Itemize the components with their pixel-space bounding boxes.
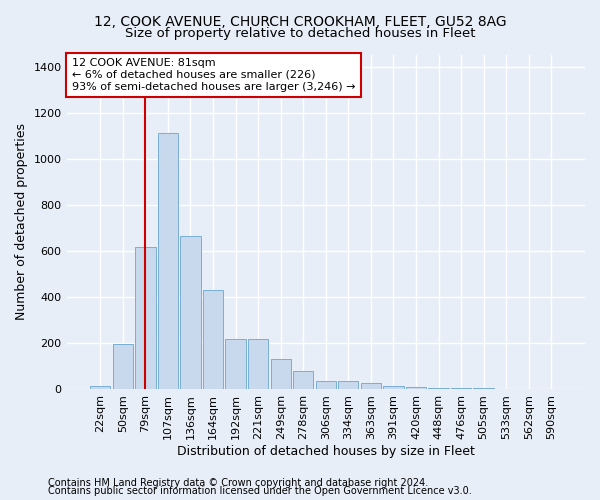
Bar <box>428 388 449 389</box>
Bar <box>90 386 110 389</box>
Bar <box>473 388 494 389</box>
Bar <box>158 134 178 389</box>
Text: 12 COOK AVENUE: 81sqm
← 6% of detached houses are smaller (226)
93% of semi-deta: 12 COOK AVENUE: 81sqm ← 6% of detached h… <box>72 58 355 92</box>
Bar <box>226 340 246 389</box>
Bar <box>203 290 223 389</box>
X-axis label: Distribution of detached houses by size in Fleet: Distribution of detached houses by size … <box>177 444 475 458</box>
Text: Size of property relative to detached houses in Fleet: Size of property relative to detached ho… <box>125 28 475 40</box>
Bar <box>113 344 133 389</box>
Text: Contains HM Land Registry data © Crown copyright and database right 2024.: Contains HM Land Registry data © Crown c… <box>48 478 428 488</box>
Bar <box>383 386 404 389</box>
Bar <box>271 359 291 389</box>
Text: Contains public sector information licensed under the Open Government Licence v3: Contains public sector information licen… <box>48 486 472 496</box>
Bar <box>135 248 155 389</box>
Bar <box>248 340 268 389</box>
Bar <box>181 236 200 389</box>
Y-axis label: Number of detached properties: Number of detached properties <box>15 124 28 320</box>
Bar <box>361 382 381 389</box>
Bar <box>338 381 358 389</box>
Bar <box>293 370 313 389</box>
Bar <box>316 381 336 389</box>
Bar <box>406 386 426 389</box>
Text: 12, COOK AVENUE, CHURCH CROOKHAM, FLEET, GU52 8AG: 12, COOK AVENUE, CHURCH CROOKHAM, FLEET,… <box>94 15 506 29</box>
Bar <box>451 388 471 389</box>
